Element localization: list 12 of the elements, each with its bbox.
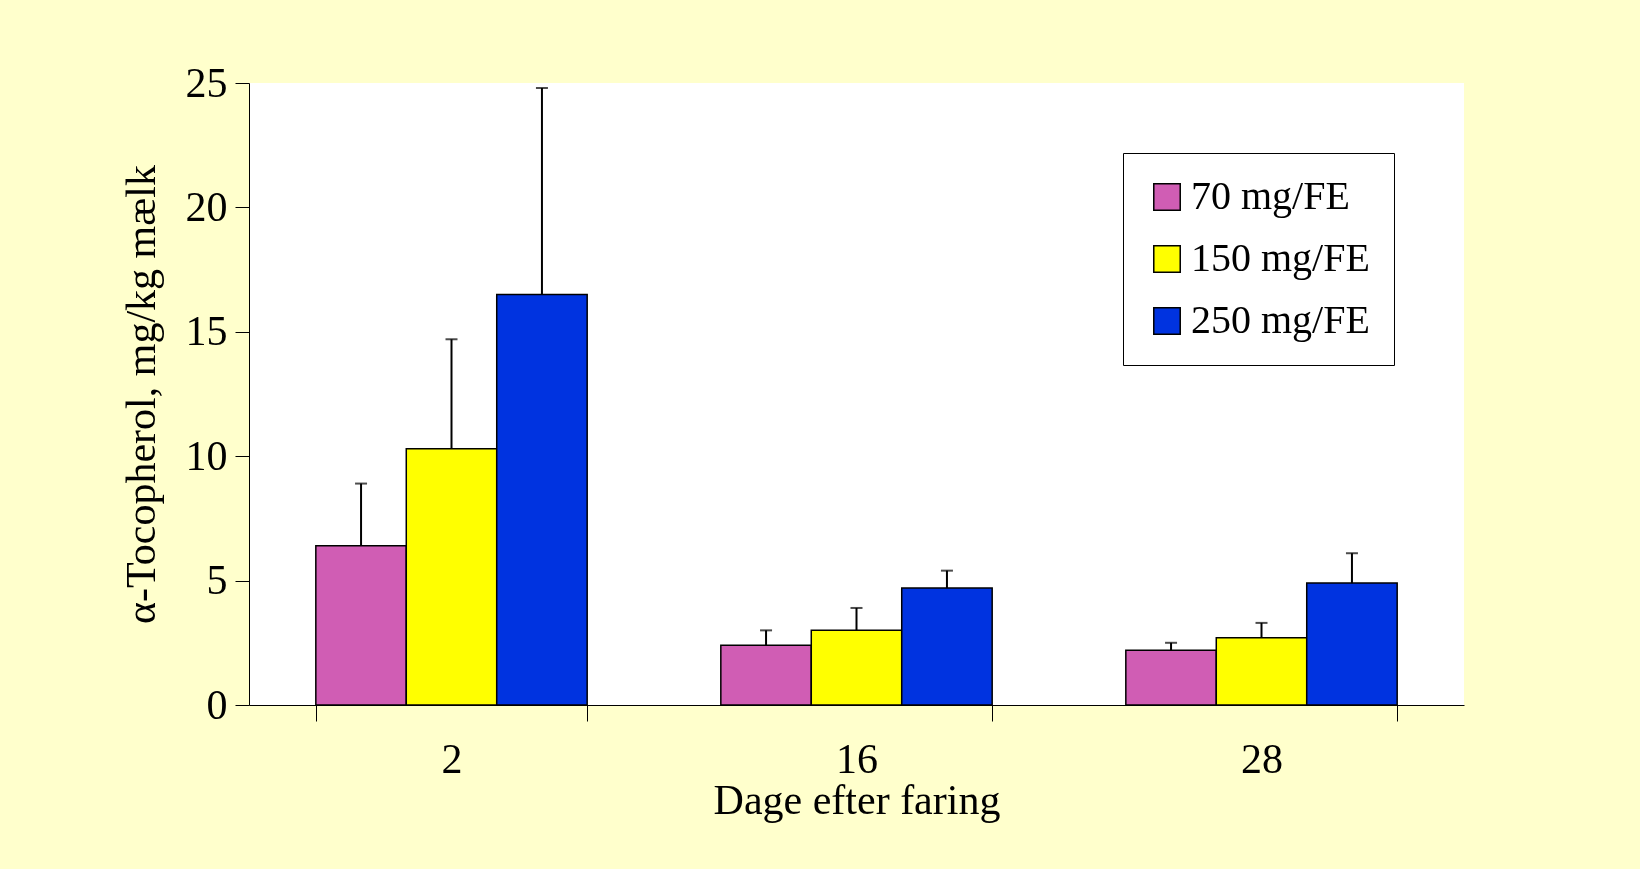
y-tick-label: 20 [185,183,228,230]
legend-label: 250 mg/FE [1191,297,1370,342]
legend-label: 150 mg/FE [1191,235,1370,280]
y-axis-title: α-Tocopherol, mg/kg mælk [117,165,164,624]
legend-label: 70 mg/FE [1191,173,1350,218]
y-tick-label: 0 [206,681,228,728]
y-tick-label: 5 [206,557,228,604]
y-tick-label: 10 [185,432,228,479]
y-tick-label: 25 [185,59,228,106]
y-tick-label: 15 [185,308,228,355]
x-tick-label: 2 [441,735,463,782]
x-tick-label: 28 [1241,735,1283,782]
